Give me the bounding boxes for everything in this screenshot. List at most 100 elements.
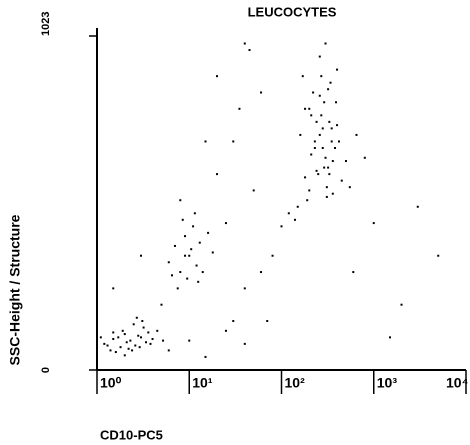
point xyxy=(106,344,109,347)
point xyxy=(344,160,347,163)
point xyxy=(149,342,152,345)
point xyxy=(323,101,326,104)
point xyxy=(195,264,198,267)
point xyxy=(340,179,343,182)
point xyxy=(321,146,324,149)
point xyxy=(170,274,173,277)
x-tick-label: 10⁴ xyxy=(446,375,469,391)
point xyxy=(260,91,263,94)
point xyxy=(129,339,132,342)
point xyxy=(337,140,340,143)
point xyxy=(238,107,241,110)
point xyxy=(333,146,336,149)
point xyxy=(197,280,200,283)
point xyxy=(184,254,187,257)
point xyxy=(224,329,227,332)
point xyxy=(181,218,184,221)
point xyxy=(301,75,304,78)
point xyxy=(112,337,115,340)
point xyxy=(112,331,115,334)
point xyxy=(147,331,150,334)
point xyxy=(331,192,334,195)
point xyxy=(248,49,251,52)
point xyxy=(204,140,207,143)
point xyxy=(204,355,207,358)
point xyxy=(280,225,283,228)
point xyxy=(331,160,334,163)
point xyxy=(416,205,419,208)
point xyxy=(330,140,333,143)
point xyxy=(324,42,327,45)
point xyxy=(184,235,187,238)
point xyxy=(114,351,117,354)
x-axis-label: CD10-PC5 xyxy=(100,427,163,442)
point xyxy=(135,316,138,319)
point xyxy=(140,336,143,339)
point xyxy=(327,88,330,91)
point xyxy=(127,347,130,350)
point xyxy=(320,114,323,117)
x-tick-label: 10⁰ xyxy=(100,375,122,391)
point xyxy=(151,337,154,340)
point xyxy=(216,75,219,78)
point xyxy=(134,344,137,347)
point xyxy=(320,75,323,78)
point xyxy=(336,124,339,127)
point xyxy=(119,346,122,349)
point xyxy=(207,231,210,234)
point xyxy=(123,354,126,357)
point xyxy=(201,271,204,274)
point xyxy=(198,241,201,244)
point xyxy=(160,303,163,306)
point xyxy=(138,346,141,349)
point xyxy=(293,218,296,221)
point xyxy=(329,81,332,84)
point xyxy=(310,153,313,156)
y-tick-label: 0 xyxy=(40,367,52,373)
point xyxy=(312,91,315,94)
point xyxy=(243,287,246,290)
point xyxy=(313,146,316,149)
point xyxy=(299,133,302,136)
point xyxy=(140,254,143,257)
point xyxy=(325,186,328,189)
point xyxy=(328,173,331,176)
point xyxy=(186,277,189,280)
y-tick-label: 1023 xyxy=(40,12,52,36)
point xyxy=(266,320,269,323)
point xyxy=(112,287,115,290)
point xyxy=(348,186,351,189)
point xyxy=(142,326,145,329)
point xyxy=(327,166,330,169)
point xyxy=(252,189,255,192)
point xyxy=(260,271,263,274)
point xyxy=(156,329,159,332)
point xyxy=(162,339,165,342)
point xyxy=(176,287,179,290)
point xyxy=(317,173,320,176)
point xyxy=(145,341,148,344)
point xyxy=(313,140,316,143)
point xyxy=(99,336,102,339)
point xyxy=(243,42,246,45)
point xyxy=(315,120,318,123)
point xyxy=(308,189,311,192)
point xyxy=(141,320,144,323)
point xyxy=(192,225,195,228)
point xyxy=(243,342,246,345)
point xyxy=(318,133,321,136)
point xyxy=(324,156,327,159)
point xyxy=(131,349,134,352)
point xyxy=(179,199,182,202)
point xyxy=(315,169,318,172)
point xyxy=(188,254,191,257)
point xyxy=(388,336,391,339)
chart-title: LEUCOCYTES xyxy=(248,4,337,19)
point xyxy=(188,339,191,342)
point xyxy=(306,199,309,202)
point xyxy=(193,212,196,215)
point xyxy=(121,329,124,332)
point xyxy=(323,166,326,169)
point xyxy=(216,173,219,176)
point xyxy=(232,320,235,323)
